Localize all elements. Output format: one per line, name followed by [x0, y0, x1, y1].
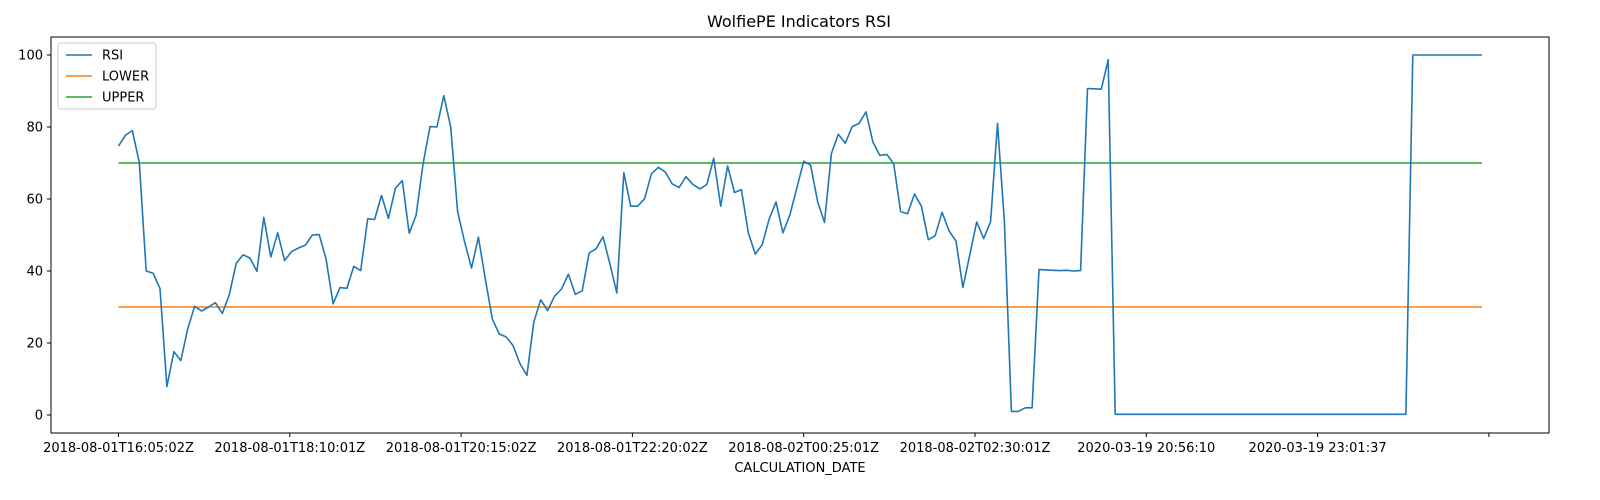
- x-tick-label: 2018-08-02T02:30:01Z: [900, 441, 1051, 456]
- plot-area: [50, 36, 1550, 434]
- y-tick-label: 40: [26, 265, 43, 280]
- y-tick-label: 80: [26, 121, 43, 136]
- y-tick-label: 60: [26, 193, 43, 208]
- series-layer: [117, 54, 1482, 416]
- legend-label-lower: LOWER: [102, 70, 149, 85]
- legend-label-upper: UPPER: [102, 91, 144, 106]
- x-tick-label: 2018-08-01T16:05:02Z: [43, 441, 194, 456]
- x-tick-label: 2018-08-02T00:25:01Z: [728, 441, 879, 456]
- series-line-rsi: [117, 54, 1482, 416]
- y-tick-label: 0: [35, 409, 43, 424]
- x-axis-label: CALCULATION_DATE: [734, 461, 865, 476]
- y-tick-label: 100: [18, 49, 43, 64]
- chart-title: WolfiePE Indicators RSI: [707, 12, 891, 31]
- y-tick-label: 20: [26, 337, 43, 352]
- legend-label-rsi: RSI: [102, 49, 123, 64]
- x-tick-label: 2020-03-19 23:01:37: [1249, 441, 1387, 456]
- legend-items: RSI LOWER UPPER: [66, 49, 149, 106]
- plot-frame: [50, 36, 1550, 434]
- x-tick-label: 2018-08-01T22:20:02Z: [557, 441, 708, 456]
- x-tick-label: 2018-08-01T18:10:01Z: [214, 441, 365, 456]
- y-axis: 0 20 40 60 80 100: [18, 49, 51, 424]
- x-axis: 2018-08-01T16:05:02Z 2018-08-01T18:10:01Z…: [43, 433, 1490, 456]
- x-tick-label: 2020-03-19 20:56:10: [1077, 441, 1215, 456]
- x-tick-label: 2018-08-01T20:15:02Z: [386, 441, 537, 456]
- legend-box: [57, 42, 157, 110]
- legend: RSI LOWER UPPER: [57, 42, 157, 110]
